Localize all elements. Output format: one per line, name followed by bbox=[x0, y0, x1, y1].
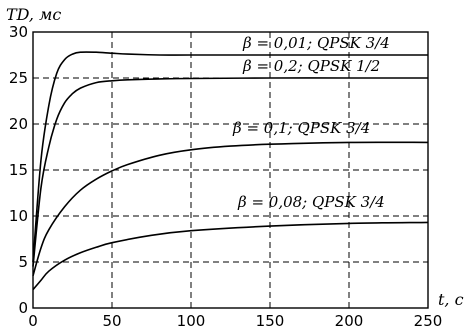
y-tick-label: 25 bbox=[9, 69, 28, 87]
x-tick-label: 150 bbox=[256, 312, 285, 329]
y-tick-labels: 0 5 10 15 20 25 30 bbox=[9, 23, 28, 317]
x-tick-label: 250 bbox=[414, 312, 443, 329]
series-line-3 bbox=[32, 141, 429, 277]
x-axis-title: t, с bbox=[438, 290, 464, 309]
x-tick-label: 0 bbox=[28, 312, 38, 329]
series-label-1: β = 0,01; QPSK 3/4 bbox=[242, 34, 390, 52]
y-tick-label: 10 bbox=[9, 207, 28, 225]
y-axis-title: TD, мс bbox=[6, 5, 61, 24]
y-tick-label: 0 bbox=[18, 299, 28, 317]
x-tick-label: 200 bbox=[335, 312, 364, 329]
y-tick-label: 15 bbox=[9, 161, 28, 179]
y-tick-label: 5 bbox=[18, 253, 28, 271]
series-line-1 bbox=[32, 51, 428, 263]
series-label-3: β = 0,1; QPSK 3/4 bbox=[232, 119, 370, 137]
plot-frame bbox=[32, 31, 429, 309]
series-label-4: β = 0,08; QPSK 3/4 bbox=[237, 193, 385, 211]
series-label-2: β = 0,2; QPSK 1/2 bbox=[242, 57, 380, 75]
x-tick-labels: 0 50 100 150 200 250 bbox=[28, 312, 442, 329]
x-tick-label: 100 bbox=[177, 312, 206, 329]
x-tick-label: 50 bbox=[102, 312, 121, 329]
series-curves bbox=[32, 51, 429, 291]
series-labels: β = 0,01; QPSK 3/4 β = 0,2; QPSK 1/2 β = 0… bbox=[232, 34, 390, 211]
series-line-2 bbox=[32, 77, 428, 267]
y-tick-label: 30 bbox=[9, 23, 28, 41]
series-line-4 bbox=[32, 221, 429, 291]
y-tick-label: 20 bbox=[9, 115, 28, 133]
